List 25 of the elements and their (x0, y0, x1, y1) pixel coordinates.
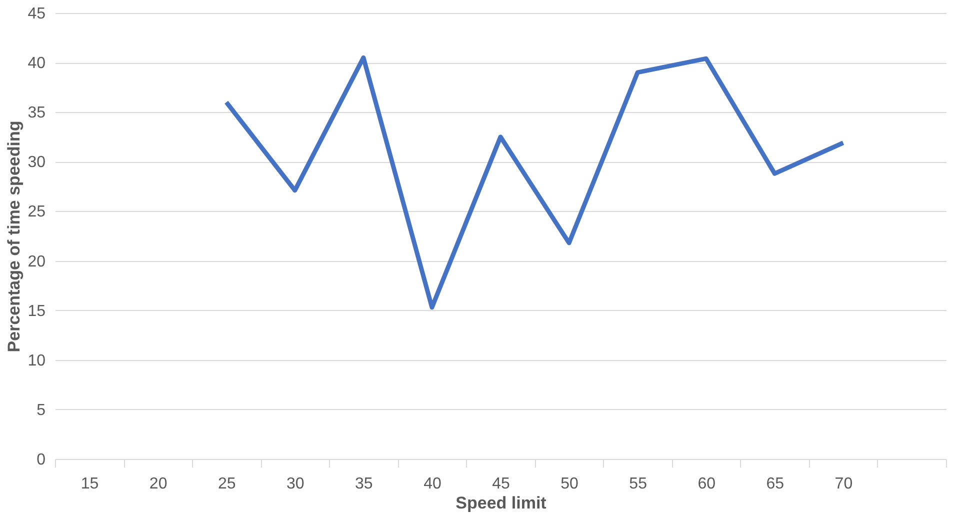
x-tick-label: 35 (355, 476, 373, 492)
y-tick-label: 40 (28, 55, 46, 72)
line-series (224, 55, 846, 310)
y-tick-label: 20 (28, 253, 46, 270)
y-tick-label: 45 (28, 6, 46, 22)
y-tick-label: 10 (28, 352, 46, 370)
y-tick-label: 5 (36, 402, 46, 419)
x-tick-label: 70 (834, 476, 853, 492)
x-axis-title: Speed limit (456, 494, 547, 512)
y-tick-label: 15 (28, 302, 46, 320)
x-tick-label: 60 (698, 476, 716, 492)
x-tick-label: 30 (286, 476, 304, 492)
x-tick-label: 50 (560, 476, 579, 492)
x-tick-label: 20 (149, 476, 168, 492)
x-tick-label: 45 (492, 476, 510, 492)
y-axis-title: Percentage of time speeding (4, 120, 24, 352)
y-tick-label: 35 (28, 104, 46, 122)
x-tick-label: 40 (424, 476, 442, 492)
x-tick-label: 15 (80, 476, 99, 492)
x-tick-label: 65 (766, 476, 784, 492)
x-tick-label: 25 (218, 476, 236, 492)
y-tick-label: 0 (36, 452, 46, 468)
y-tick-label: 25 (28, 204, 46, 221)
x-tick-label: 55 (629, 476, 648, 492)
y-tick-label: 30 (28, 154, 46, 172)
